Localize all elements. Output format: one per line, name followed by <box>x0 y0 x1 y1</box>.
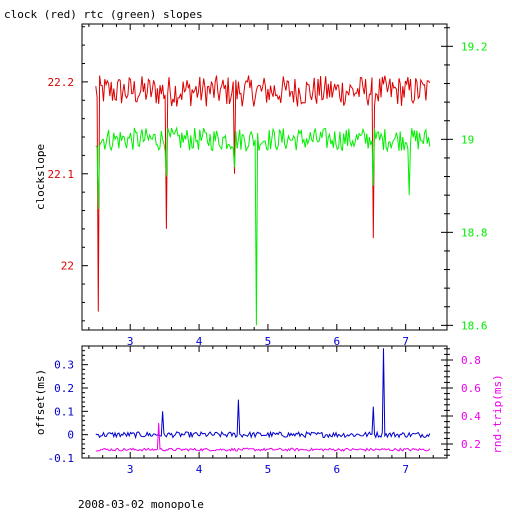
y2-tick-label: 0.8 <box>461 354 481 367</box>
x-tick-label: 5 <box>265 335 272 348</box>
x-tick-label: 6 <box>333 335 340 348</box>
y-tick-label: 0 <box>67 429 74 442</box>
chart-panel-2: 3 4 5 6 7 -0.1 0 0.1 0.2 0.3 0.2 0.4 0.6 0.8 offset(ms… <box>34 345 504 476</box>
y-tick-label: 0.3 <box>54 359 74 372</box>
y-axis-label: clockslope <box>34 144 47 210</box>
x-tick-label: 3 <box>127 463 134 476</box>
y-tick-label: 22 <box>61 260 74 273</box>
x-tick-label: 4 <box>196 463 203 476</box>
series-line-magenta <box>95 422 431 452</box>
plot-frame <box>81 345 448 459</box>
y-tick-label: 22.2 <box>48 76 75 89</box>
y-tick-label: 0.2 <box>54 382 74 395</box>
y2-tick-label: 18.6 <box>461 319 488 332</box>
x-tick-label: 7 <box>402 335 409 348</box>
y-tick-label: 0.1 <box>54 405 74 418</box>
y-tick-label: 22.1 <box>48 168 75 181</box>
series-line-green <box>95 126 431 326</box>
plot-frame <box>81 23 448 331</box>
series-line-red <box>95 75 431 312</box>
y-tick-label: -0.1 <box>48 452 75 465</box>
x-tick-label: 4 <box>196 335 203 348</box>
x-tick-label: 6 <box>333 463 340 476</box>
y2-tick-label: 0.2 <box>461 438 481 451</box>
page-title: clock (red) rtc (green) slopes <box>4 8 203 21</box>
x-tick-label: 3 <box>127 335 134 348</box>
x-tick-label: 5 <box>265 463 272 476</box>
y2-tick-label: 19.2 <box>461 40 488 53</box>
y2-tick-label: 0.4 <box>461 410 481 423</box>
y2-tick-label: 18.8 <box>461 226 488 239</box>
y2-axis-label: rnd-trip(ms) <box>491 374 504 453</box>
y2-tick-label: 19 <box>461 133 474 146</box>
y-axis-label: offset(ms) <box>34 369 47 435</box>
x-tick-label: 7 <box>402 463 409 476</box>
series-line-blue <box>95 348 431 440</box>
y2-tick-label: 0.6 <box>461 382 481 395</box>
footer-caption: 2008-03-02 monopole <box>78 498 204 511</box>
chart-panel-1: 3 4 5 6 7 22 22.1 22.2 18.6 18.8 19 19.2 clockslope <box>34 23 488 348</box>
